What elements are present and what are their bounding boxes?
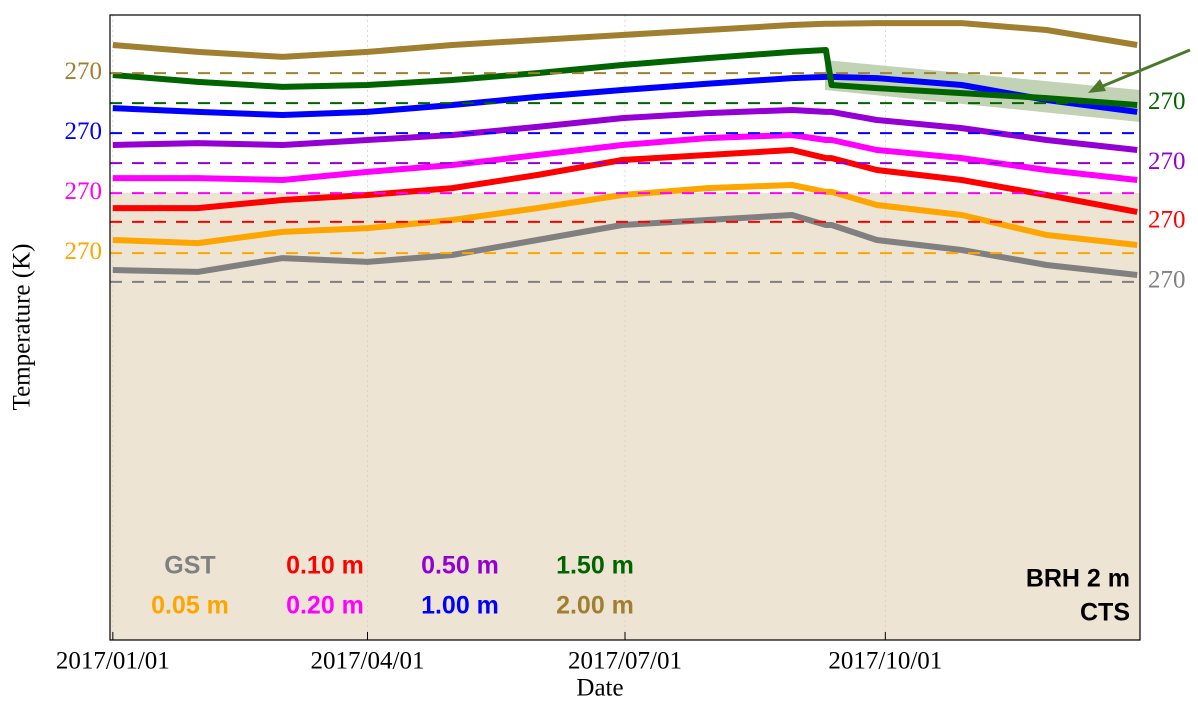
plot [110, 15, 1140, 640]
y-tick-label: 270 [65, 118, 103, 145]
series-line [112, 132, 1138, 183]
legend-entry: 0.50 m [421, 552, 499, 580]
legend-entry: GST [164, 552, 215, 580]
y-axis-label: Temperature (K) [9, 244, 36, 411]
arrow-head [1088, 79, 1106, 93]
series-line [112, 182, 1138, 248]
legend-entry: 0.05 m [151, 592, 229, 620]
x-axis-label: Date [576, 675, 623, 702]
legend-entry: 2.00 m [556, 592, 634, 620]
y-tick-label: 270 [65, 178, 103, 205]
series-line [112, 73, 1138, 118]
series-line [112, 147, 1138, 215]
x-tick-label: 2017/01/01 [56, 648, 170, 675]
x-tick-label: 2017/04/01 [311, 648, 425, 675]
y-tick-label: 270 [65, 238, 103, 265]
series-line [112, 47, 1138, 108]
arrow [1097, 48, 1191, 90]
legend-entry: 0.10 m [286, 552, 364, 580]
x-tick-label: 2017/10/01 [828, 648, 942, 675]
legend-entry: 1.00 m [421, 592, 499, 620]
series-line [112, 212, 1138, 278]
legend-entry: 0.20 m [286, 592, 364, 620]
annotation: BRH 2 m [1026, 565, 1130, 593]
series-line [112, 107, 1138, 153]
y-tick-label: 270 [1148, 207, 1186, 234]
y-tick-label: 270 [1148, 267, 1186, 294]
y-tick-label: 270 [1148, 88, 1186, 115]
legend-entry: 1.50 m [556, 552, 634, 580]
y-tick-label: 270 [1148, 148, 1186, 175]
x-tick-label: 2017/07/01 [568, 648, 682, 675]
annotation: CTS [1080, 599, 1130, 627]
series-line [112, 20, 1138, 60]
y-tick-label: 270 [65, 58, 103, 85]
